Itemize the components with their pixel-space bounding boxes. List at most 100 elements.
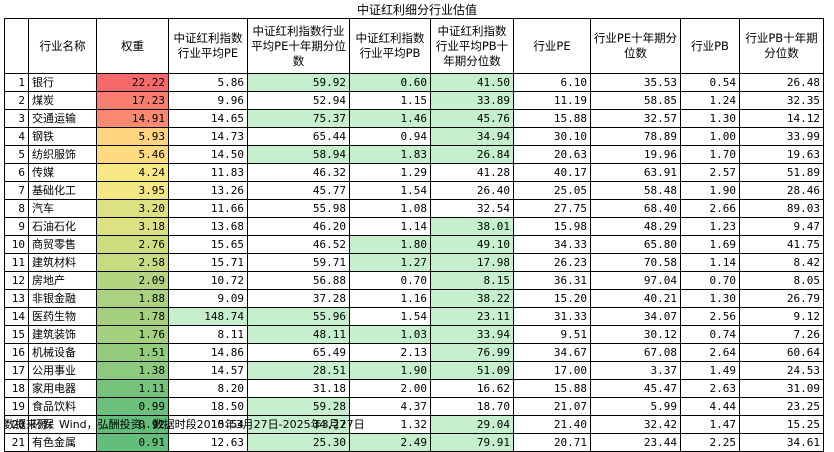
- row-index: 1: [4, 73, 29, 92]
- industry-pb-cell: 0.74: [680, 325, 740, 344]
- column-header-industry-pe: 行业PE: [513, 18, 591, 74]
- weight-cell: 3.20: [96, 199, 169, 218]
- weight-cell: 5.46: [96, 145, 169, 164]
- weight-cell: 0.92: [96, 415, 169, 434]
- industry-pe-percentile-cell: 32.57: [590, 109, 681, 128]
- avg-pb-cell: 2.49: [349, 433, 431, 452]
- avg-pe-percentile-cell: 37.28: [247, 289, 350, 308]
- industry-pe-cell: 31.33: [513, 307, 591, 326]
- avg-pe-cell: 9.96: [168, 91, 248, 110]
- avg-pb-percentile-cell: 32.54: [430, 199, 514, 218]
- row-index: 16: [4, 343, 29, 362]
- industry-pb-cell: 1.47: [680, 415, 740, 434]
- industry-pb-percentile-cell: 89.03: [739, 199, 824, 218]
- weight-cell: 2.76: [96, 235, 169, 254]
- industry-pe-percentile-cell: 35.53: [590, 73, 681, 92]
- row-index: 10: [4, 235, 29, 254]
- avg-pe-percentile-cell: 46.52: [247, 235, 350, 254]
- industry-pe-percentile-cell: 78.89: [590, 127, 681, 146]
- avg-pe-cell: 9.09: [168, 289, 248, 308]
- avg-pb-percentile-cell: 38.22: [430, 289, 514, 308]
- industry-pe-percentile-cell: 30.12: [590, 325, 681, 344]
- industry-name: 基础化工: [28, 181, 97, 200]
- industry-pe-cell: 9.51: [513, 325, 591, 344]
- avg-pe-percentile-cell: 55.98: [247, 199, 350, 218]
- avg-pb-cell: 4.37: [349, 397, 431, 416]
- avg-pe-cell: 14.57: [168, 361, 248, 380]
- avg-pb-cell: 2.00: [349, 379, 431, 398]
- avg-pe-percentile-cell: 65.49: [247, 343, 350, 362]
- row-index: 8: [4, 199, 29, 218]
- row-index: 6: [4, 163, 29, 182]
- industry-pb-cell: 2.63: [680, 379, 740, 398]
- industry-pe-percentile-cell: 34.07: [590, 307, 681, 326]
- industry-pe-cell: 21.40: [513, 415, 591, 434]
- table-row: 8 汽车 3.20 11.66 55.98 1.08 32.54 27.75 68.40 2.66…: [4, 199, 824, 218]
- industry-pb-percentile-cell: 9.12: [739, 307, 824, 326]
- avg-pe-cell: 8.20: [168, 379, 248, 398]
- row-index: 11: [4, 253, 29, 272]
- column-header-industry-pb: 行业PB: [680, 18, 740, 74]
- industry-pb-cell: 2.66: [680, 199, 740, 218]
- avg-pe-percentile-cell: 58.94: [247, 145, 350, 164]
- avg-pe-percentile-cell: 52.94: [247, 91, 350, 110]
- industry-name: 钢铁: [28, 127, 97, 146]
- industry-pb-cell: 2.25: [680, 433, 740, 452]
- header-row: 行业名称 权重 中证红利指数行业平均PE 中证红利指数行业平均PE十年期分位数 …: [4, 18, 824, 74]
- avg-pb-percentile-cell: 23.11: [430, 307, 514, 326]
- industry-name: 汽车: [28, 199, 97, 218]
- table-row: 18 家用电器 1.11 8.20 31.18 2.00 16.62 15.88 45.47 2.…: [4, 379, 824, 398]
- row-index: 7: [4, 181, 29, 200]
- industry-name: 石油石化: [28, 217, 97, 236]
- industry-pb-cell: 0.70: [680, 271, 740, 290]
- table-row: 19 食品饮料 0.99 18.50 59.28 4.37 18.70 21.07 5.99 4.…: [4, 397, 824, 416]
- avg-pb-cell: 1.27: [349, 253, 431, 272]
- industry-name: 食品饮料: [28, 397, 97, 416]
- industry-pb-cell: 1.14: [680, 253, 740, 272]
- avg-pb-cell: 1.54: [349, 307, 431, 326]
- industry-pe-cell: 26.23: [513, 253, 591, 272]
- column-header-industry-pb-percentile: 行业PB十年期分位数: [739, 18, 824, 74]
- avg-pb-cell: 1.03: [349, 325, 431, 344]
- column-header-avg-pe: 中证红利指数行业平均PE: [168, 18, 248, 74]
- avg-pe-cell: 15.65: [168, 235, 248, 254]
- table-row: 3 交通运输 14.91 14.65 75.37 1.46 45.76 15.88 32.57 1…: [4, 109, 824, 128]
- industry-pe-percentile-cell: 63.91: [590, 163, 681, 182]
- avg-pb-cell: 1.14: [349, 217, 431, 236]
- avg-pe-percentile-cell: 59.28: [247, 397, 350, 416]
- industry-pb-cell: 2.57: [680, 163, 740, 182]
- industry-pb-cell: 1.24: [680, 91, 740, 110]
- avg-pe-percentile-cell: 28.51: [247, 361, 350, 380]
- table-row: 5 纺织服饰 5.46 14.50 58.94 1.83 26.84 20.63 19.96 1.…: [4, 145, 824, 164]
- avg-pb-percentile-cell: 29.04: [430, 415, 514, 434]
- column-header-avg-pe-percentile: 中证红利指数行业平均PE十年期分位数: [247, 18, 350, 74]
- avg-pb-percentile-cell: 17.98: [430, 253, 514, 272]
- weight-cell: 1.76: [96, 325, 169, 344]
- industry-pe-cell: 15.88: [513, 109, 591, 128]
- industry-pe-percentile-cell: 23.44: [590, 433, 681, 452]
- industry-pb-cell: 1.90: [680, 181, 740, 200]
- avg-pb-cell: 1.90: [349, 361, 431, 380]
- valuation-table: 行业名称 权重 中证红利指数行业平均PE 中证红利指数行业平均PE十年期分位数 …: [4, 18, 824, 452]
- industry-pe-cell: 34.67: [513, 343, 591, 362]
- industry-pb-cell: 1.23: [680, 217, 740, 236]
- weight-cell: 1.88: [96, 289, 169, 308]
- industry-pb-percentile-cell: 33.99: [739, 127, 824, 146]
- industry-pb-percentile-cell: 32.35: [739, 91, 824, 110]
- row-index: 19: [4, 397, 29, 416]
- weight-cell: 0.91: [96, 433, 169, 452]
- industry-pe-cell: 30.10: [513, 127, 591, 146]
- avg-pb-percentile-cell: 34.94: [430, 127, 514, 146]
- weight-cell: 1.51: [96, 343, 169, 362]
- industry-name: 家用电器: [28, 379, 97, 398]
- industry-name: 传媒: [28, 163, 97, 182]
- industry-pb-percentile-cell: 60.64: [739, 343, 824, 362]
- industry-pb-cell: 1.49: [680, 361, 740, 380]
- avg-pb-percentile-cell: 49.10: [430, 235, 514, 254]
- industry-name: 建筑装饰: [28, 325, 97, 344]
- avg-pb-cell: 0.60: [349, 73, 431, 92]
- industry-name: 商贸零售: [28, 235, 97, 254]
- avg-pb-cell: 1.46: [349, 109, 431, 128]
- table-row: 15 建筑装饰 1.76 8.11 48.11 1.03 33.94 9.51 30.12 0.7…: [4, 325, 824, 344]
- industry-pe-cell: 40.17: [513, 163, 591, 182]
